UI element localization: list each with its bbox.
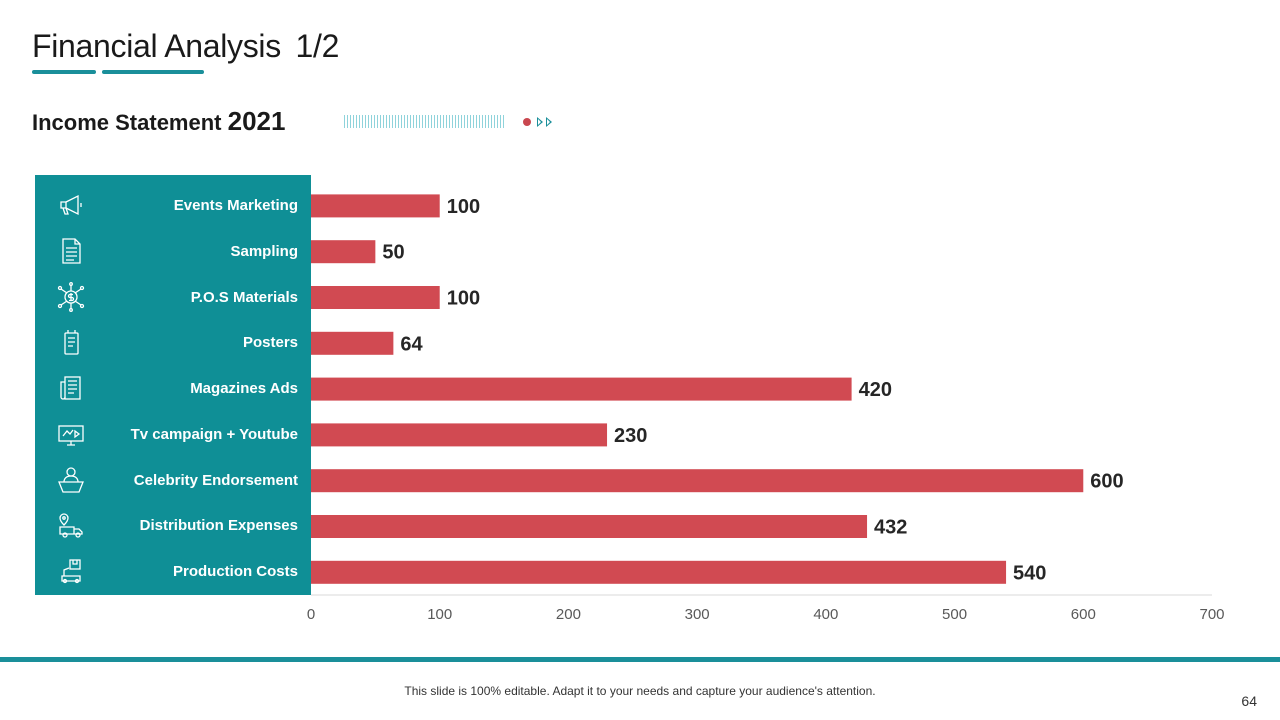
bar-value-label: 64 [400,333,423,355]
bar [311,240,376,264]
bar-value-label: 600 [1090,471,1123,493]
bar-value-label: 420 [859,379,892,401]
megaphone-icon [53,187,89,223]
bar-value-label: 540 [1013,562,1046,584]
category-row: Celebrity Endorsement [35,458,311,504]
category-row: Production Costs [35,549,311,595]
x-tick-label: 600 [1071,606,1096,623]
bar-value-label: 50 [382,242,404,264]
x-tick-label: 100 [427,606,452,623]
production-box-icon [53,553,89,589]
category-label: Sampling [230,243,298,260]
category-row: Magazines Ads [35,366,311,412]
category-row: Distribution Expenses [35,503,311,549]
chart-subtitle: Income Statement 2021 [32,106,285,137]
bar-value-label: 100 [447,196,480,218]
x-tick-label: 500 [942,606,967,623]
category-label: P.O.S Materials [190,289,298,306]
bar [311,423,608,447]
category-row: Sampling [35,229,311,275]
category-label: Posters [242,334,298,351]
x-tick-label: 0 [307,606,315,623]
category-row: Tv campaign + Youtube [35,412,311,458]
category-label: Celebrity Endorsement [133,472,298,489]
decorative-arrow-icon [537,117,543,127]
bar [311,331,394,355]
category-label: Events Marketing [173,197,298,214]
title-underline-short [32,70,96,74]
x-tick-label: 400 [813,606,838,623]
page-number: 64 [1241,693,1257,709]
bar [311,560,1007,584]
dollar-network-icon [53,279,89,315]
title-number: 1/2 [295,28,340,64]
bar-value-label: 230 [614,425,647,447]
bar-value-label: 432 [874,517,907,539]
x-tick-label: 700 [1199,606,1224,623]
category-row: Events Marketing [35,183,311,229]
category-label: Distribution Expenses [139,517,298,534]
newspaper-icon [53,370,89,406]
bar [311,469,1084,493]
decorative-arrow-icon [546,117,552,127]
category-label: Production Costs [172,563,298,580]
footer-line [0,657,1280,662]
x-tick-label: 300 [685,606,710,623]
person-podium-icon [53,462,89,498]
subtitle-year: 2021 [227,106,286,136]
poster-icon [53,324,89,360]
subtitle-text: Income Statement [32,110,222,135]
bar [311,194,440,218]
tv-monitor-icon [53,416,89,452]
bar [311,377,852,401]
title-text: Financial Analysis [32,28,281,64]
decorative-dot [523,118,531,126]
slide-title: Financial Analysis 1/2 [32,28,339,65]
footer-note: This slide is 100% editable. Adapt it to… [404,684,876,698]
title-underline-long [102,70,204,74]
category-row: P.O.S Materials [35,275,311,321]
bar [311,286,440,309]
category-label: Magazines Ads [190,380,298,397]
x-tick-label: 200 [556,606,581,623]
category-panel: Events Marketing Sampling P.O.S Material… [35,175,311,595]
document-icon [53,233,89,269]
category-label: Tv campaign + Youtube [130,426,298,443]
bar [311,515,868,538]
category-row: Posters [35,320,311,366]
decorative-hatch [344,115,506,128]
delivery-truck-icon [53,507,89,543]
bar-value-label: 100 [447,288,480,310]
